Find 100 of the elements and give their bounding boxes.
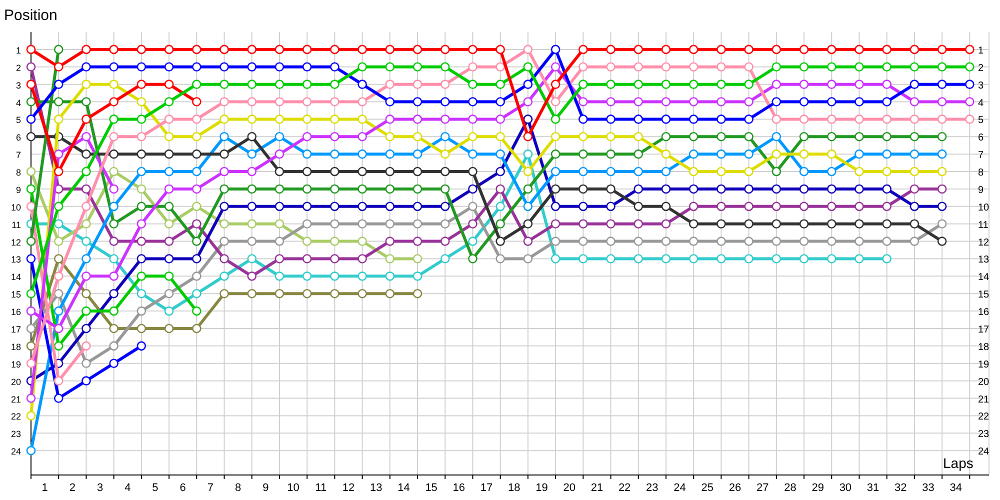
point (247, 80, 257, 89)
point (82, 358, 91, 368)
y2-tick-label: 17 (978, 324, 990, 336)
point (799, 132, 809, 142)
point (54, 306, 64, 316)
point (578, 80, 588, 89)
point (910, 184, 920, 194)
point (550, 184, 560, 194)
x-tick-label: 4 (124, 482, 131, 494)
y2-tick-label: 11 (978, 220, 989, 231)
point (192, 132, 202, 142)
point (54, 166, 64, 176)
y-tick-label: 15 (10, 290, 21, 300)
y2-tick-label: 10 (978, 202, 990, 214)
x-tick-label: 14 (398, 482, 410, 494)
point (330, 62, 340, 72)
point (496, 166, 505, 176)
y2-tick-label: 22 (978, 412, 990, 423)
x-axis-title: Laps (943, 455, 974, 471)
point (799, 80, 809, 89)
point (965, 114, 974, 124)
point (606, 219, 616, 228)
point (882, 62, 892, 72)
point (330, 254, 340, 264)
point (496, 219, 505, 228)
x-tick-label: 22 (618, 482, 631, 494)
point (854, 62, 864, 72)
y-tick-label: 22 (10, 412, 21, 422)
point (192, 114, 202, 124)
point (82, 288, 91, 298)
point (937, 62, 947, 72)
point (440, 44, 450, 54)
y-tick-label: 8 (16, 168, 21, 178)
point (826, 80, 836, 89)
point (82, 236, 91, 246)
point (109, 80, 118, 89)
point (634, 97, 644, 106)
point (799, 62, 809, 72)
y2-tick-label: 20 (978, 376, 990, 388)
point (937, 44, 947, 54)
y2-tick-label: 16 (978, 307, 990, 318)
x-tick-label: 20 (563, 482, 576, 494)
point (523, 149, 533, 159)
point (882, 219, 892, 228)
point (220, 236, 229, 246)
point (716, 114, 726, 124)
y-tick-label: 2 (16, 62, 21, 73)
point (523, 62, 533, 72)
point (82, 166, 91, 176)
point (109, 184, 118, 194)
point (744, 132, 754, 142)
point (854, 166, 864, 176)
point (523, 184, 533, 194)
point (578, 202, 588, 212)
point (826, 166, 836, 176)
point (247, 114, 257, 124)
point (661, 62, 671, 72)
point (550, 254, 560, 264)
x-tick-label: 10 (287, 482, 300, 494)
x-tick-label: 32 (894, 482, 907, 494)
point (772, 80, 782, 89)
y2-tick-label: 9 (978, 184, 984, 196)
point (661, 236, 671, 246)
x-tick-label: 29 (812, 482, 824, 494)
x-tick-label: 13 (370, 482, 382, 494)
y2-tick-label: 2 (978, 62, 984, 74)
point (26, 446, 36, 456)
point (302, 219, 312, 228)
y2-tick-label: 8 (978, 168, 984, 179)
point (772, 254, 782, 264)
point (302, 166, 312, 176)
point (82, 272, 91, 281)
point (274, 62, 284, 72)
point (550, 62, 560, 72)
point (385, 62, 395, 72)
point (82, 184, 91, 194)
point (136, 202, 146, 212)
point (606, 166, 616, 176)
point (606, 149, 616, 159)
point (330, 97, 340, 106)
y2-tick-label: 13 (978, 254, 990, 266)
point (26, 306, 36, 316)
point (247, 272, 257, 281)
point (854, 132, 864, 142)
point (385, 202, 395, 212)
point (385, 184, 395, 194)
point (26, 236, 36, 246)
point (468, 44, 478, 54)
point (164, 80, 174, 89)
point (54, 376, 64, 386)
point (496, 80, 505, 89)
point (358, 236, 367, 246)
point (468, 236, 478, 246)
point (688, 44, 698, 54)
point (716, 62, 726, 72)
point (192, 184, 202, 194)
x-tick-label: 28 (784, 482, 796, 494)
point (136, 149, 146, 159)
point (330, 219, 340, 228)
point (937, 184, 947, 194)
